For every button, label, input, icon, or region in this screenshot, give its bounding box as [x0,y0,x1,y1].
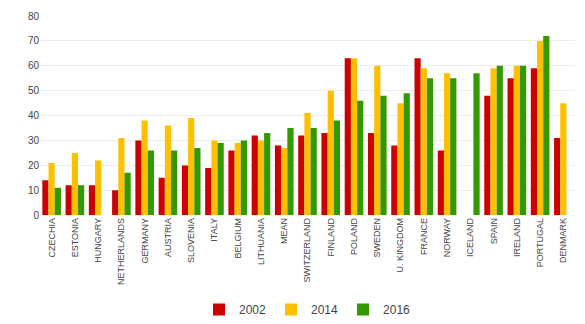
svg-text:50: 50 [28,85,40,96]
svg-text:30: 30 [28,135,40,146]
svg-text:ICELAND: ICELAND [465,217,475,257]
svg-text:U. KINGDOM: U. KINGDOM [395,218,405,273]
svg-text:CZECHIA: CZECHIA [47,218,57,258]
svg-text:80: 80 [28,11,40,22]
svg-text:SWEDEN: SWEDEN [372,218,382,258]
svg-text:SLOVENIA: SLOVENIA [186,218,196,263]
svg-text:IRELAND: IRELAND [512,217,522,257]
svg-text:GERMANY: GERMANY [140,218,150,264]
svg-text:AUSTRIA: AUSTRIA [163,218,173,257]
svg-text:BELGIUM: BELGIUM [233,218,243,259]
svg-text:2016: 2016 [383,303,410,317]
svg-text:SWITZERLAND: SWITZERLAND [302,217,312,282]
svg-text:2002: 2002 [239,303,266,317]
svg-text:2014: 2014 [311,303,338,317]
svg-text:PORTUGAL: PORTUGAL [535,218,545,267]
svg-text:FRANCE: FRANCE [419,218,429,255]
svg-text:SPAIN: SPAIN [489,218,499,244]
svg-text:ITALY: ITALY [209,218,219,242]
svg-text:40: 40 [28,110,40,121]
svg-text:10: 10 [28,185,40,196]
svg-text:POLAND: POLAND [349,217,359,255]
svg-text:60: 60 [28,60,40,71]
svg-text:ESTONIA: ESTONIA [70,218,80,257]
svg-text:DENMARK: DENMARK [558,218,568,263]
svg-text:FINLAND: FINLAND [326,217,336,256]
svg-text:70: 70 [28,35,40,46]
svg-text:20: 20 [28,160,40,171]
svg-text:NORWAY: NORWAY [442,218,452,257]
svg-text:HUNGARY: HUNGARY [93,218,103,263]
svg-text:NETHERLANDS: NETHERLANDS [116,218,126,285]
svg-text:MEAN: MEAN [279,218,289,244]
svg-text:0: 0 [33,210,39,221]
svg-text:LITHUANIA: LITHUANIA [256,218,266,265]
